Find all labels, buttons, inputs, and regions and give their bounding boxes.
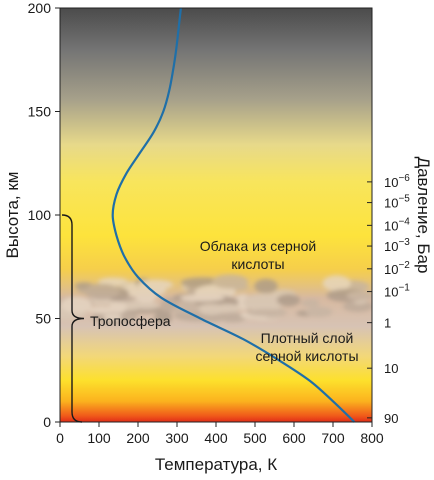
x-tick-label: 0 [56, 430, 64, 446]
cloud-puff [133, 301, 160, 310]
cloud-puff [322, 275, 351, 291]
y-axis-title: Высота, км [3, 172, 22, 259]
cloud-puff [346, 291, 372, 301]
clouds-label-line1: Облака из серной [200, 238, 316, 254]
cloud-puff [305, 306, 333, 317]
pressure-tick-label: 90 [384, 411, 398, 426]
y-tick-label: 150 [28, 104, 52, 120]
x-tick-label: 600 [282, 430, 306, 446]
pressure-tick-label: 10−6 [384, 173, 410, 190]
cloud-puff [60, 296, 92, 313]
plot-frame [59, 7, 373, 423]
x-tick-label: 700 [321, 430, 345, 446]
pressure-tick-label: 10−3 [384, 237, 410, 254]
cloud-layer [60, 274, 372, 325]
pressure-tick-label: 10−4 [384, 216, 410, 233]
cloud-puff [211, 274, 249, 289]
x-tick-label: 500 [243, 430, 267, 446]
x-tick-label: 100 [87, 430, 111, 446]
y-tick-label: 50 [35, 311, 51, 327]
x-tick-label: 200 [126, 430, 150, 446]
cloud-puff [154, 310, 173, 325]
dense-layer-label-line2: серной кислоты [255, 348, 358, 364]
troposphere-label: Тропосфера [90, 313, 171, 329]
cloud-puff [84, 283, 120, 300]
x-tick-label: 300 [165, 430, 189, 446]
y-axis-ticks: 0 50 100 150 200 [28, 0, 60, 430]
x-axis-ticks: 0 100 200 300 400 500 600 700 800 [56, 422, 384, 446]
cloud-puff [214, 303, 241, 313]
clouds-label-line2: кислоты [231, 256, 284, 272]
cloud-puff [246, 309, 285, 317]
pressure-tick-label: 10 [384, 361, 398, 376]
temperature-profile [111, 7, 356, 423]
y-tick-label: 0 [43, 414, 51, 430]
cloud-puff [179, 294, 225, 302]
pressure-tick-label: 1 [384, 316, 391, 331]
dense-layer-label-line1: Плотный слой [261, 330, 354, 346]
y-tick-label: 200 [28, 0, 52, 16]
cloud-puff [301, 299, 320, 308]
cloud-puff [343, 300, 372, 312]
x-tick-label: 800 [360, 430, 384, 446]
cloud-puff [254, 278, 278, 294]
pressure-tick-label: 10−1 [384, 283, 410, 300]
cloud-puff [276, 294, 301, 307]
pressure-tick-label: 10−2 [384, 260, 410, 277]
cloud-puff [136, 290, 157, 304]
troposphere-brace [61, 214, 85, 423]
cloud-puff [103, 314, 122, 321]
cloud-puff [243, 297, 284, 311]
pressure-axis-title: Давление, Бар [414, 157, 433, 274]
cloud-puff [109, 301, 127, 314]
temperature-line [111, 7, 356, 423]
x-axis-title: Температура, К [155, 455, 277, 474]
cloud-puff [219, 312, 247, 323]
pressure-tick-label: 10−5 [384, 194, 410, 211]
pressure-axis-ticks: 10−6 10−5 10−4 10−3 10−2 10−1 1 10 90 [367, 173, 410, 426]
y-tick-label: 100 [28, 207, 52, 223]
x-tick-label: 400 [204, 430, 228, 446]
